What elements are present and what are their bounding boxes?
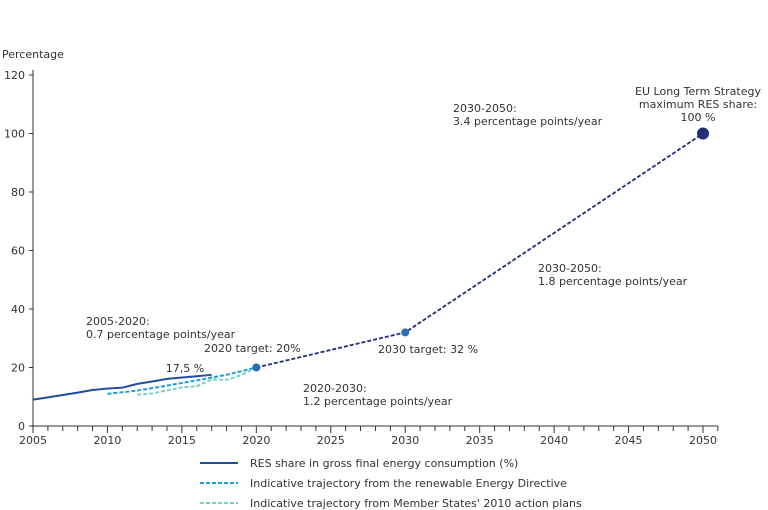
data-point bbox=[401, 328, 410, 337]
legend-label: RES share in gross final energy consumpt… bbox=[250, 457, 518, 470]
x-tick-label: 2045 bbox=[615, 434, 643, 447]
series-line bbox=[256, 132, 704, 369]
annotation-line: EU Long Term Strategy bbox=[635, 85, 761, 98]
annotation-line: maximum RES share: bbox=[639, 98, 757, 111]
annotation-line: 2030 target: 32 % bbox=[378, 343, 478, 356]
y-tick-label: 80 bbox=[11, 186, 25, 199]
y-tick-label: 0 bbox=[18, 420, 25, 433]
annotation-line: 2030-2050: bbox=[453, 102, 517, 115]
series-line bbox=[107, 366, 257, 395]
data-point bbox=[697, 127, 709, 140]
annotation: 2020-2030: 1.2 percentage points/year bbox=[303, 382, 453, 408]
annotation-line: 3.4 percentage points/year bbox=[453, 115, 603, 128]
y-tick-label: 20 bbox=[11, 362, 25, 375]
annotation-line: 100 % bbox=[681, 111, 716, 124]
annotation-line: 2030-2050: bbox=[538, 262, 602, 275]
x-tick-label: 2010 bbox=[93, 434, 121, 447]
y-tick-label: 120 bbox=[4, 69, 25, 82]
annotation-line: 0.7 percentage points/year bbox=[86, 328, 236, 341]
y-tick-label: 60 bbox=[11, 245, 25, 258]
legend-label: Indicative trajectory from Member States… bbox=[250, 497, 582, 510]
annotation: 2030-2050: 1.8 percentage points/year bbox=[538, 262, 688, 288]
annotation-line: 2020-2030: bbox=[303, 382, 367, 395]
annotation: 2005-2020: 0.7 percentage points/year bbox=[86, 315, 236, 341]
x-tick-label: 2030 bbox=[391, 434, 419, 447]
annotation: 17,5 % bbox=[166, 362, 204, 375]
y-tick-label: 100 bbox=[4, 128, 25, 141]
x-tick-label: 2050 bbox=[689, 434, 717, 447]
annotation-line: 1.8 percentage points/year bbox=[538, 275, 688, 288]
series-line bbox=[32, 373, 212, 401]
annotation-line: 2005-2020: bbox=[86, 315, 150, 328]
x-tick-label: 2040 bbox=[540, 434, 568, 447]
annotation: 2020 target: 20% bbox=[204, 342, 301, 355]
annotation: 2030-2050: 3.4 percentage points/year bbox=[453, 102, 603, 128]
legend-label: Indicative trajectory from the renewable… bbox=[250, 477, 567, 490]
annotation-line: 2020 target: 20% bbox=[204, 342, 301, 355]
x-tick-label: 2020 bbox=[242, 434, 270, 447]
annotation: 2030 target: 32 % bbox=[378, 343, 478, 356]
data-point bbox=[252, 363, 261, 372]
x-tick-label: 2035 bbox=[466, 434, 494, 447]
annotation-line: 1.2 percentage points/year bbox=[303, 395, 453, 408]
x-tick-label: 2025 bbox=[317, 434, 345, 447]
series-line bbox=[137, 366, 257, 396]
x-tick-label: 2015 bbox=[168, 434, 196, 447]
y-tick-label: 40 bbox=[11, 303, 25, 316]
y-axis-label: Percentage bbox=[2, 48, 64, 61]
annotation: EU Long Term Strategy maximum RES share: 1… bbox=[635, 85, 761, 124]
annotation-line: 17,5 % bbox=[166, 362, 204, 375]
x-tick-label: 2005 bbox=[19, 434, 47, 447]
